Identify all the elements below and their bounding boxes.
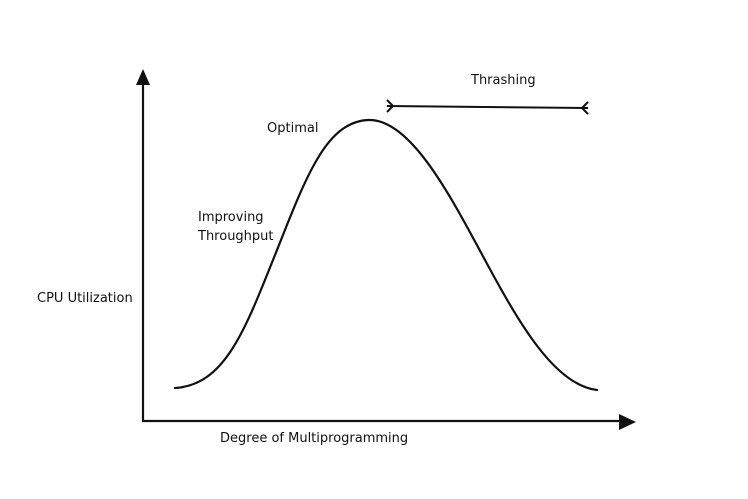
thrashing-range-right-cap	[580, 101, 589, 115]
utilization-curve	[173, 118, 599, 392]
optimal-label: Optimal	[267, 121, 318, 136]
thrashing-range-line	[386, 105, 589, 109]
y-axis-arrowhead	[136, 69, 150, 85]
thrashing-label: Thrashing	[470, 73, 536, 88]
thrashing-range-left-cap	[386, 99, 395, 113]
improving-label-line1: Improving	[198, 210, 264, 225]
x-axis-label: Degree of Multiprogramming	[220, 431, 408, 446]
y-axis-label: CPU Utilization	[37, 291, 133, 306]
x-axis-arrowhead	[619, 414, 636, 430]
improving-label-line2: Throughput	[197, 229, 274, 244]
